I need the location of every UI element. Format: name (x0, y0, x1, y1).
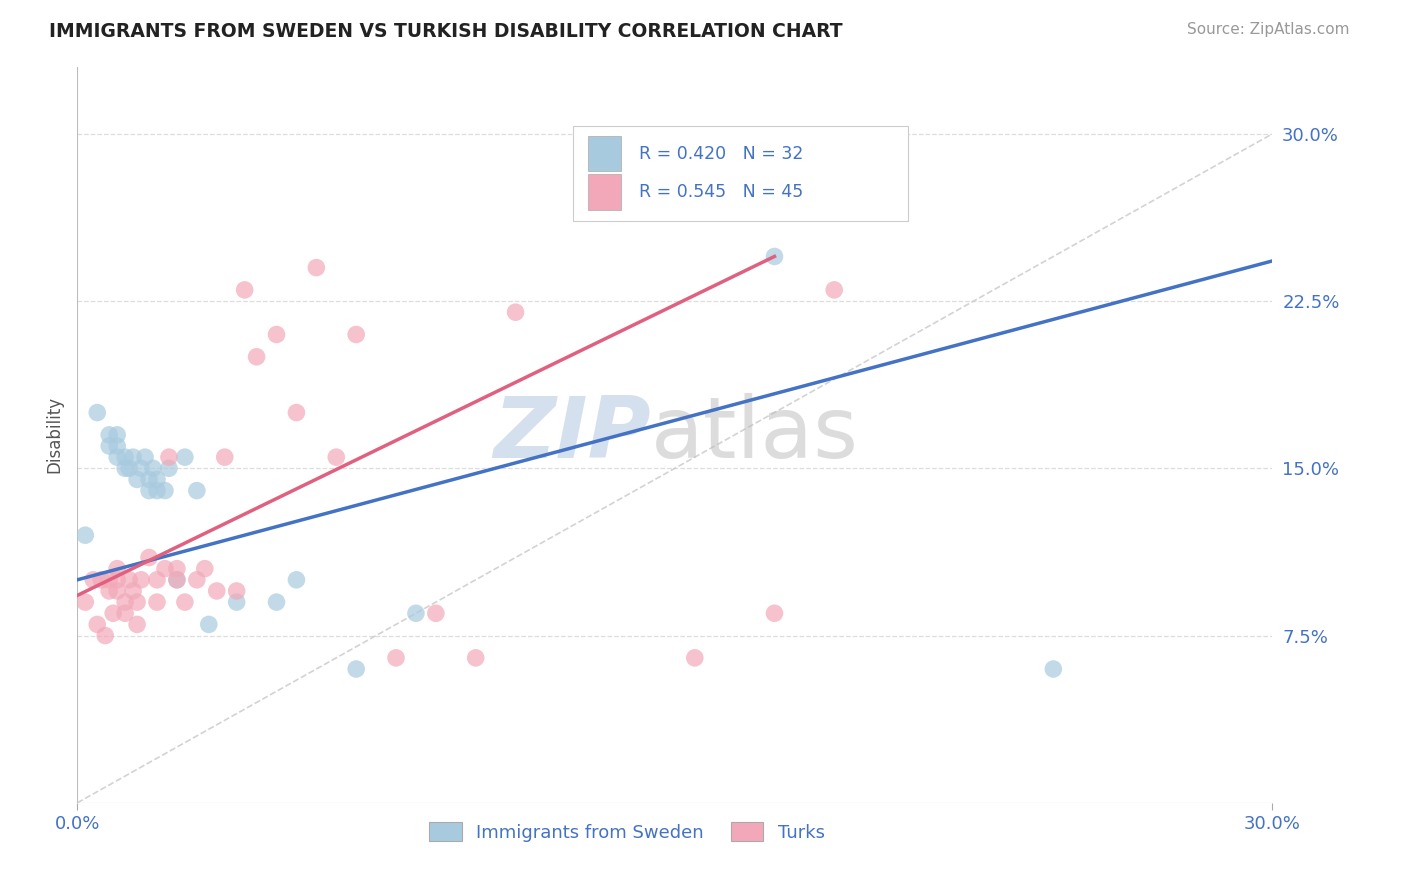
Point (425, 607, 447, 621)
Point (285, 573, 308, 587)
Point (114, 450, 136, 464)
Point (166, 562, 188, 576)
Point (146, 483, 169, 498)
Point (146, 473, 169, 487)
Point (157, 461, 180, 475)
FancyBboxPatch shape (588, 136, 621, 171)
Point (127, 595, 149, 609)
Point (146, 595, 169, 609)
Point (82, 573, 104, 587)
Point (505, 305, 527, 319)
Point (174, 595, 197, 609)
Point (266, 595, 288, 609)
Point (153, 483, 176, 498)
Point (105, 562, 128, 576)
Point (138, 550, 160, 565)
Text: Source: ZipAtlas.com: Source: ZipAtlas.com (1187, 22, 1350, 37)
Point (763, 249, 786, 264)
Point (105, 427, 128, 442)
Point (105, 573, 128, 587)
Point (86, 617, 108, 632)
Point (105, 450, 128, 464)
Point (146, 573, 169, 587)
Point (285, 405, 308, 419)
Point (385, 651, 408, 665)
Point (105, 583, 128, 598)
Text: R = 0.545   N = 45: R = 0.545 N = 45 (640, 183, 803, 201)
Point (225, 583, 247, 598)
Point (823, 283, 845, 297)
Point (174, 450, 197, 464)
Point (194, 562, 217, 576)
Point (763, 607, 786, 621)
Point (98, 427, 121, 442)
Point (98, 439, 121, 453)
Point (75, 528, 97, 542)
Text: R = 0.420   N = 32: R = 0.420 N = 32 (640, 145, 803, 162)
Point (114, 595, 136, 609)
Point (127, 617, 149, 632)
Point (138, 473, 160, 487)
Point (344, 662, 367, 676)
Point (122, 450, 145, 464)
Point (98, 583, 121, 598)
Point (266, 327, 288, 342)
Point (153, 562, 176, 576)
Point (134, 450, 156, 464)
Point (103, 607, 124, 621)
Point (142, 461, 165, 475)
Point (205, 583, 228, 598)
Point (114, 607, 136, 621)
Point (405, 607, 427, 621)
Point (225, 595, 247, 609)
Point (118, 573, 141, 587)
Point (94, 628, 117, 642)
Point (166, 573, 188, 587)
Point (214, 450, 236, 464)
Point (198, 617, 221, 632)
Y-axis label: Disability: Disability (45, 396, 63, 474)
Point (86, 405, 108, 419)
FancyBboxPatch shape (574, 126, 908, 221)
Point (325, 450, 347, 464)
Point (90, 573, 112, 587)
Point (305, 260, 328, 275)
Point (122, 583, 145, 598)
Point (157, 450, 180, 464)
Text: atlas: atlas (651, 393, 859, 476)
Point (246, 350, 269, 364)
Text: IMMIGRANTS FROM SWEDEN VS TURKISH DISABILITY CORRELATION CHART: IMMIGRANTS FROM SWEDEN VS TURKISH DISABI… (49, 22, 842, 41)
Point (105, 439, 128, 453)
Point (186, 573, 208, 587)
Text: ZIP: ZIP (494, 393, 651, 476)
Point (129, 461, 152, 475)
Point (138, 483, 160, 498)
Point (118, 461, 141, 475)
Point (1042, 662, 1064, 676)
Point (98, 573, 121, 587)
FancyBboxPatch shape (588, 174, 621, 210)
Point (129, 573, 152, 587)
Point (233, 283, 256, 297)
Point (186, 483, 208, 498)
Point (683, 651, 706, 665)
Point (127, 473, 149, 487)
Point (464, 651, 486, 665)
Point (166, 573, 188, 587)
Point (75, 595, 97, 609)
Point (344, 327, 367, 342)
Point (114, 461, 136, 475)
Legend: Immigrants from Sweden, Turks: Immigrants from Sweden, Turks (422, 815, 832, 849)
